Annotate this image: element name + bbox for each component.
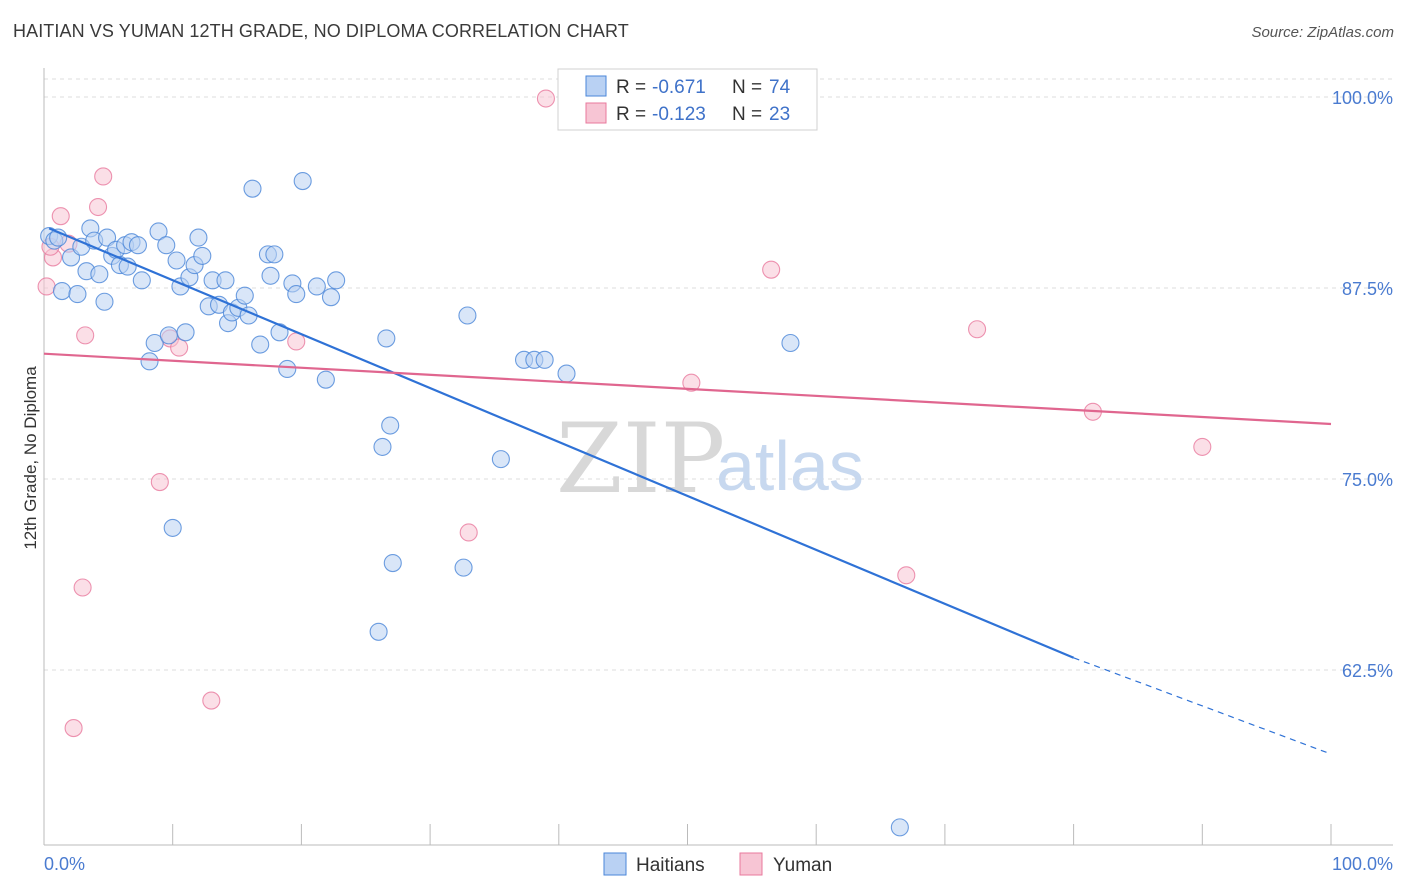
yuman-point: [76, 326, 95, 345]
stats-legend: R = -0.671 N = 74 R = -0.123 N = 23: [557, 68, 818, 131]
haitians-point: [132, 271, 151, 290]
yuman-point: [94, 167, 113, 186]
legend-haitians-swatch: [603, 852, 627, 876]
haitians-point: [383, 553, 402, 573]
yuman-n-label: N =: [732, 104, 762, 125]
haitians-point: [128, 236, 148, 255]
yuman-point: [202, 691, 221, 710]
haitians-point: [381, 416, 400, 435]
haitians-point: [278, 359, 297, 379]
yuman-r-label: R =: [616, 104, 646, 125]
x-tick-label: 0.0%: [44, 854, 85, 874]
grid-layer: [44, 78, 1393, 671]
yuman-n-value: 23: [769, 104, 790, 125]
y-tick-label: 87.5%: [1342, 279, 1393, 299]
yuman-point: [64, 719, 83, 738]
haitians-point: [265, 245, 284, 264]
series-legend: Haitians Yuman: [603, 852, 832, 876]
y-axis-title: 12th Grade, No Diploma: [21, 366, 40, 550]
legend-haitians-label: Haitians: [636, 855, 705, 876]
yuman-trend-line: [43, 352, 1332, 426]
haitians-point: [369, 622, 388, 641]
chart-source: Source: ZipAtlas.com: [1251, 24, 1394, 41]
yuman-point: [37, 277, 56, 296]
haitians-stat-swatch: [585, 75, 607, 97]
haitians-point: [454, 558, 473, 577]
yuman-point: [459, 523, 478, 542]
haitians-point: [321, 288, 341, 307]
haitians-trend-extension: [1073, 657, 1332, 755]
haitians-point: [52, 282, 72, 301]
x-tick-label: 100.0%: [1332, 854, 1393, 874]
haitians-point: [377, 329, 396, 348]
yuman-r-value: -0.123: [652, 104, 706, 125]
haitians-point: [781, 333, 800, 353]
yuman-point: [150, 473, 169, 492]
y-axis-label: 12th Grade, No Diploma: [21, 366, 40, 550]
yuman-stat-swatch: [585, 102, 607, 124]
haitians-trend-line: [48, 227, 1075, 659]
chart-title: HAITIAN VS YUMAN 12TH GRADE, NO DIPLOMA …: [13, 21, 629, 41]
haitians-point: [491, 450, 510, 469]
yuman-point: [51, 207, 70, 226]
yuman-point: [170, 338, 189, 357]
haitians-point: [890, 818, 909, 837]
haitians-point: [251, 335, 270, 354]
haitians-point: [159, 326, 178, 345]
yuman-point: [968, 320, 987, 339]
yuman-point: [897, 566, 916, 585]
haitians-point: [307, 277, 326, 296]
haitians-r-value: -0.671: [652, 77, 706, 98]
watermark-atlas: atlas: [716, 427, 864, 505]
y-tick-label: 75.0%: [1342, 470, 1393, 490]
haitians-point: [327, 271, 346, 290]
haitians-point: [157, 236, 176, 255]
axes-layer: 62.5% 75.0% 87.5% 100.0% 0.0% 100.0%: [43, 68, 1393, 874]
haitians-point: [95, 292, 114, 311]
yuman-point: [762, 260, 781, 279]
trend-layer: [43, 227, 1332, 755]
haitians-point: [163, 518, 182, 537]
haitians-point: [140, 352, 159, 371]
haitians-point: [90, 265, 109, 284]
y-tick-label: 100.0%: [1332, 88, 1393, 108]
yuman-point: [89, 197, 108, 217]
haitians-n-value: 74: [769, 77, 791, 98]
haitians-point: [176, 323, 195, 342]
haitians-point: [216, 271, 235, 290]
haitians-point: [458, 306, 477, 325]
haitians-point: [535, 350, 554, 369]
haitians-point: [373, 437, 392, 456]
yuman-point: [536, 89, 555, 108]
haitians-point: [98, 228, 117, 247]
yuman-point: [682, 373, 701, 392]
haitians-point: [189, 228, 208, 247]
legend-yuman-label: Yuman: [773, 855, 832, 876]
yuman-point: [73, 578, 92, 597]
haitians-point: [145, 333, 164, 353]
yuman-point: [1193, 437, 1212, 456]
haitians-point: [243, 179, 262, 198]
haitians-point: [68, 285, 87, 304]
y-tick-label: 62.5%: [1342, 661, 1393, 681]
watermark-zip: ZIP: [556, 403, 725, 515]
haitians-n-label: N =: [732, 77, 762, 98]
haitians-point: [557, 364, 576, 383]
haitians-point: [287, 285, 306, 304]
legend-yuman-swatch: [739, 852, 763, 876]
haitians-point: [293, 171, 312, 191]
haitians-point: [261, 266, 280, 285]
haitians-point: [149, 222, 168, 241]
haitians-point: [193, 246, 212, 265]
haitians-r-label: R =: [616, 77, 646, 98]
haitians-point: [316, 370, 335, 389]
haitians-point: [167, 251, 186, 270]
haitians-point: [235, 286, 254, 305]
